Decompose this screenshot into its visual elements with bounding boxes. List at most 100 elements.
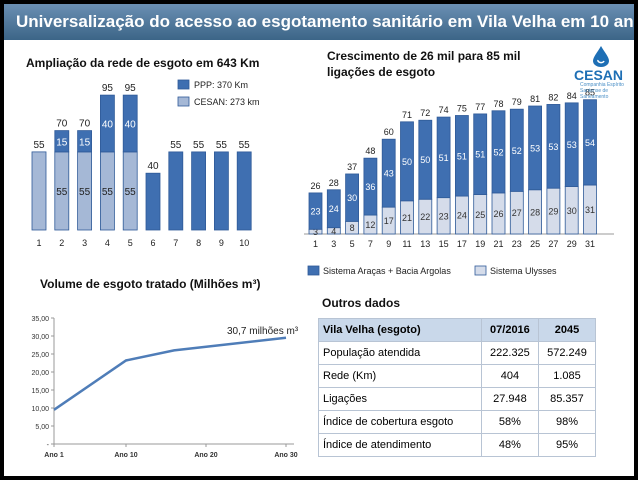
bar-value-label: 15 (56, 137, 68, 148)
x-tick-label: 7 (368, 239, 373, 249)
bar-total-label: 70 (56, 119, 68, 130)
bar-value-label: 23 (439, 211, 449, 221)
table-row: Índice de cobertura esgoto 58% 98% (318, 410, 597, 434)
y-tick-label: 30,00 (31, 334, 49, 341)
bar-aracas (436, 116, 451, 199)
header-cell: 07/2016 (480, 318, 539, 342)
x-tick-label: Ano 20 (194, 452, 217, 459)
bar-aracas (528, 105, 543, 191)
bar-value-label: 24 (329, 204, 339, 214)
bar-total-label: 72 (420, 108, 430, 118)
y-tick-label: 10,00 (31, 406, 49, 413)
table-cell: 27.948 (480, 387, 539, 411)
logo-name: CESAN (574, 67, 624, 83)
bar-ppp (168, 151, 184, 231)
bar-value-label: 55 (125, 187, 137, 198)
bar-total-label: 75 (457, 104, 467, 114)
table-cell: 404 (480, 364, 539, 388)
x-tick-label: 5 (128, 238, 133, 248)
network-expansion-chart: 5515515702551570355409545540955406557558… (31, 79, 260, 248)
bar-total-label: 70 (79, 119, 91, 130)
x-tick-label: 11 (402, 239, 411, 249)
bar-total-label: 55 (216, 140, 228, 151)
bar-value-label: 40 (102, 120, 114, 131)
bar-total-label: 77 (475, 102, 485, 112)
annotation-label: 30,7 milhões m³ (227, 326, 299, 337)
bar-aracas (473, 113, 488, 195)
bar-total-label: 71 (402, 110, 412, 120)
treated-volume-chart: - 5,00 10,00 15,00 20,00 25,00 30,00 35,00 Ano 1… (31, 316, 299, 459)
x-tick-label: Ano 1 (44, 452, 64, 459)
bar-value-label: 43 (384, 169, 394, 179)
table-row: População atendida 222.325 572.249 (318, 341, 597, 365)
bar-value-label: 17 (384, 216, 394, 226)
table-cell: 222.325 (480, 341, 539, 365)
x-tick-label: 4 (105, 238, 110, 248)
bar-aracas (363, 157, 378, 216)
table-cell: Rede (Km) (318, 364, 482, 388)
table-cell: 58% (480, 410, 539, 434)
x-tick-label: Ano 10 (114, 452, 137, 459)
legend-label-aracas: Sistema Araças + Bacia Argolas (323, 266, 451, 276)
bar-value-label: 12 (365, 220, 375, 230)
table-row: Ligações 27.948 85.357 (318, 387, 597, 411)
bar-ppp (77, 130, 92, 153)
table-row: Rede (Km) 404 1.085 (318, 364, 597, 388)
bar-value-label: 27 (512, 208, 522, 218)
x-tick-label: 13 (420, 239, 430, 249)
bar-total-label: 48 (365, 146, 375, 156)
bar-ppp (54, 130, 70, 153)
header-cell: Vila Velha (esgoto) (318, 318, 482, 342)
bar-total-label: 60 (384, 127, 394, 137)
bar-total-label: 37 (347, 162, 357, 172)
bar-ppp (191, 151, 207, 231)
legend-swatch-ppp (177, 79, 190, 90)
bar-total-label: 81 (530, 94, 540, 104)
table-cell: Índice de atendimento (318, 433, 482, 457)
x-tick-label: 9 (386, 239, 391, 249)
table-cell: 85.357 (537, 387, 597, 411)
bar-total-label: 40 (147, 161, 159, 172)
legend-label-ppp: PPP: 370 Km (194, 80, 248, 90)
x-tick-label: 3 (331, 239, 336, 249)
x-tick-label: 27 (548, 239, 558, 249)
series-line (53, 336, 287, 411)
table-cell: 1.085 (537, 364, 597, 388)
other-data-title: Outros dados (322, 296, 401, 310)
x-tick-label: 7 (173, 238, 178, 248)
table-cell: Ligações (318, 387, 482, 411)
bar-value-label: 21 (402, 213, 412, 223)
bar-total-label: 26 (310, 181, 320, 191)
connections-growth-chart: 3 23 26 1 4 24 28 3 8 30 37 5 12 36 48 7 17 43 60 9 21 50 71 11… (304, 88, 614, 276)
other-data-table: Vila Velha (esgoto) 07/2016 2045 Populaç… (318, 318, 597, 457)
bar-value-label: 55 (102, 187, 114, 198)
table-header-row: Vila Velha (esgoto) 07/2016 2045 (318, 318, 597, 342)
table-cell: Índice de cobertura esgoto (318, 410, 482, 434)
x-tick-label: 31 (585, 239, 595, 249)
bar-aracas (400, 121, 414, 202)
bar-value-label: 52 (493, 147, 503, 157)
x-tick-label: 6 (150, 238, 155, 248)
table-cell: 95% (537, 433, 597, 457)
chart1-title: Ampliação da rede de esgoto em 643 Km (26, 56, 260, 70)
bar-aracas (546, 104, 561, 189)
bar-value-label: 22 (420, 212, 430, 222)
bar-total-label: 95 (102, 83, 114, 94)
legend-swatch-cesan (177, 96, 190, 107)
bar-aracas (564, 102, 579, 187)
y-tick-label: - (47, 442, 50, 449)
logo-tagline: Companhia Espírito Santense de Saneament… (580, 82, 624, 100)
bar-value-label: 52 (512, 146, 522, 156)
chart2-title: Crescimento de 26 mil para 85 mil ligaçõ… (327, 49, 521, 79)
x-tick-label: 10 (239, 238, 249, 248)
bar-value-label: 53 (530, 143, 540, 153)
bar-value-label: 31 (585, 205, 595, 215)
bar-value-label: 53 (548, 142, 558, 152)
bar-aracas (583, 99, 597, 186)
bar-aracas (381, 138, 396, 208)
x-tick-label: 1 (313, 239, 318, 249)
bar-aracas (491, 110, 506, 194)
x-tick-label: 3 (82, 238, 87, 248)
bar-aracas (345, 173, 359, 222)
x-tick-label: 17 (457, 239, 467, 249)
